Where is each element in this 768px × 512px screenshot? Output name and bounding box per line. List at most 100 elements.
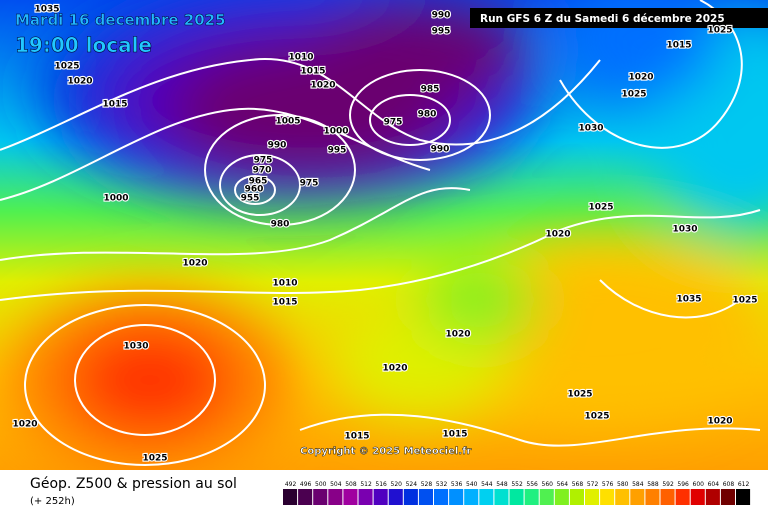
colorbar-label: 572 [587,481,599,488]
colorbar-cell [434,489,449,505]
isobar-label: 1020 [628,73,653,83]
isobar-label: 1030 [672,225,697,235]
isobar-label: 1000 [103,194,128,204]
isobar-label: 995 [328,146,347,156]
colorbar-label: 592 [662,481,674,488]
isobar-label: 970 [253,166,272,176]
isobar-label: 1010 [272,279,297,289]
isobar-label: 1025 [54,62,79,72]
footer-title: Géop. Z500 & pression au sol [30,476,237,492]
isobars [0,0,760,465]
colorbar-label: 544 [481,481,493,488]
isobar-label: 1030 [578,124,603,134]
time: 19:00 locale [15,33,152,57]
isobar-label: 1025 [707,26,732,36]
colorbar-label: 528 [421,481,433,488]
isobar-label: 1005 [275,117,300,127]
colorbar-label: 612 [738,481,750,488]
isobar-label: 1035 [34,5,59,15]
colorbar-cell [464,489,479,505]
colorbar-label: 520 [391,481,403,488]
isobar-label: 955 [241,194,260,204]
isobar-label: 1020 [310,81,335,91]
isobar-label: 960 [245,185,264,195]
colorbar-label: 560 [542,481,554,488]
colorbar-label: 580 [617,481,629,488]
colorbar-cell [600,489,615,505]
colorbar-label: 492 [285,481,297,488]
colorbar-label: 556 [526,481,538,488]
isobar-label: 990 [431,145,450,155]
colorbar-cell [388,489,403,505]
isobar-label: 965 [249,177,268,187]
isobar-label: 990 [268,141,287,151]
isobar-label: 1015 [272,298,297,308]
colorbar-cell [645,489,660,505]
isobar-label: 1025 [588,203,613,213]
isobar-label: 980 [418,110,437,120]
colorbar-label: 512 [360,481,372,488]
isobar-label: 1020 [182,259,207,269]
isobar-labels: 1035 990 995 1025 1015 1025 1020 1010 1015 1020 10… [11,3,758,464]
colorbar-label: 608 [723,481,735,488]
colorbar-cell [358,489,373,505]
colorbar-label: 536 [451,481,463,488]
isobar-label: 1000 [323,127,348,137]
colorbar-cell [690,489,705,505]
isobar-label: 1015 [344,432,369,442]
isobar-label: 975 [300,179,319,189]
colorbar-cell [554,489,569,505]
colorbar-cell [403,489,418,505]
colorbar-cell [615,489,630,505]
map-field [0,0,768,470]
isobar-label: 985 [421,85,440,95]
colorbar-cell [313,489,328,505]
colorbar-cell [418,489,433,505]
colorbar-label: 604 [708,481,720,488]
isobar-label: 1035 [676,295,701,305]
colorbar-cell [328,489,343,505]
isobar-label: 975 [254,156,273,166]
copyright: Copyright © 2025 Meteociel.fr [300,446,471,457]
colorbar-cell [660,489,675,505]
isobar-label: 1020 [445,330,470,340]
isobar-label: 1020 [382,364,407,374]
colorbar-cell [343,489,358,505]
isobar-label: 1020 [12,420,37,430]
colorbar-cell [539,489,554,505]
colorbar-cell [675,489,690,505]
isobar-label: 995 [432,27,451,37]
colorbar-cell [569,489,584,505]
date: Mardi 16 decembre 2025 [15,11,226,29]
colorbar-label: 508 [345,481,357,488]
footer-lead: (+ 252h) [30,496,75,507]
colorbar-cell [494,489,509,505]
colorbar-cell [298,489,313,505]
isobar-label: 1015 [102,100,127,110]
isobar-label: 990 [432,11,451,21]
isobar-label: 1015 [442,430,467,440]
colorbar-label: 568 [572,481,584,488]
colorbar-label: 596 [677,481,689,488]
colorbar-label: 576 [602,481,614,488]
colorbar-label: 500 [315,481,327,488]
colorbar: 492 496 500 504 508 512 516 520 524 528 532 536 540 5… [283,481,751,505]
isobar-label: 980 [271,220,290,230]
colorbar-label: 532 [436,481,448,488]
isobar-label: 1025 [142,454,167,464]
isobar-label: 975 [384,118,403,128]
colorbar-label: 504 [330,481,342,488]
colorbar-cell [630,489,645,505]
isobar-label: 1010 [288,53,313,63]
isobar-label: 1025 [621,90,646,100]
colorbar-cell [373,489,388,505]
colorbar-label: 584 [632,481,644,488]
colorbar-cell [705,489,720,505]
colorbar-cell [509,489,524,505]
colorbar-label: 524 [406,481,418,488]
colorbar-cell [720,489,735,505]
isobar-label: 1025 [732,296,757,306]
colorbar-label: 548 [496,481,508,488]
